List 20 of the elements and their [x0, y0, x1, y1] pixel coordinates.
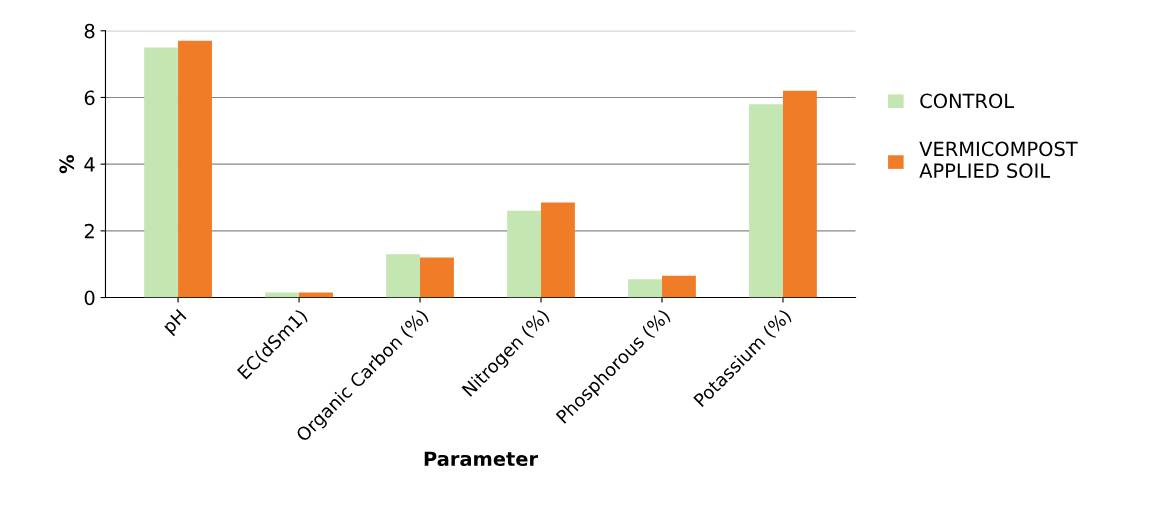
bar — [420, 257, 454, 298]
bar — [178, 40, 212, 298]
bar — [144, 47, 179, 298]
bar — [507, 210, 542, 298]
y-tick-label: 4 — [84, 157, 95, 172]
y-tick-label: 0 — [84, 290, 95, 306]
y-tick-label: 8 — [84, 23, 95, 39]
bar — [628, 279, 662, 298]
y-tick-label: 2 — [84, 223, 94, 239]
y-axis-title: % — [59, 155, 75, 174]
x-tick-label: pH — [161, 308, 190, 337]
bar — [386, 254, 421, 298]
bar — [661, 275, 696, 298]
bar — [749, 104, 783, 298]
legend-label: CONTROL — [920, 93, 1015, 109]
y-tick-label: 6 — [84, 90, 95, 106]
x-axis-title: Parameter — [424, 451, 539, 467]
bar — [782, 90, 817, 298]
legend-label: VERMICOMPOST APPLIED SOIL — [919, 141, 1078, 179]
bar — [541, 202, 575, 298]
